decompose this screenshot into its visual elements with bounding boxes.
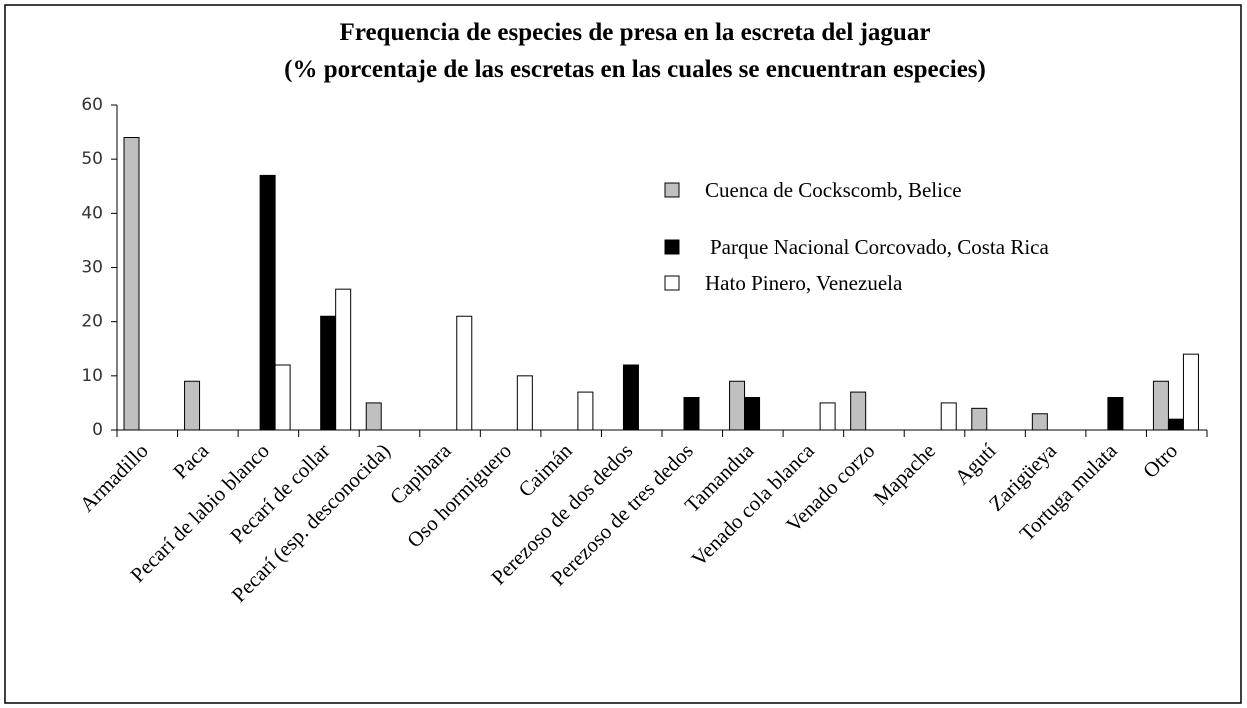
bar: [819, 402, 836, 431]
y-tick-label: 50: [81, 149, 103, 169]
legend-marker: [664, 275, 680, 291]
bar: [744, 397, 761, 431]
bar: [622, 364, 639, 431]
bar: [1152, 380, 1169, 431]
bar: [577, 391, 594, 431]
bar: [1031, 413, 1048, 431]
chart-border: [4, 4, 1242, 704]
bar: [516, 375, 533, 431]
bar: [123, 137, 140, 431]
chart-title: Frequencia de especies de presa en la es…: [340, 19, 931, 46]
bar: [365, 402, 382, 431]
bar: [320, 315, 337, 431]
bar: [1107, 397, 1124, 431]
legend-label: Cuenca de Cockscomb, Belice: [705, 178, 962, 202]
y-tick-label: 0: [92, 420, 103, 440]
bar: [456, 315, 473, 431]
bar: [274, 364, 291, 431]
legend-label: Hato Pinero, Venezuela: [705, 271, 903, 295]
bar: [1182, 353, 1199, 431]
legend-marker: [664, 239, 680, 255]
y-tick-label: 60: [81, 95, 103, 115]
chart-subtitle: (% porcentaje de las escretas en las cua…: [284, 56, 986, 83]
bar: [1167, 418, 1184, 431]
bar: [184, 380, 201, 431]
bar: [940, 402, 957, 431]
y-tick-label: 20: [81, 312, 103, 332]
legend-marker: [664, 182, 680, 198]
bar: [729, 380, 746, 431]
bar: [259, 174, 276, 431]
y-tick-label: 30: [81, 258, 103, 278]
y-tick-label: 40: [81, 203, 103, 223]
bar: [850, 391, 867, 431]
legend-label: Parque Nacional Corcovado, Costa Rica: [710, 235, 1049, 259]
bar: [971, 407, 988, 431]
bar: [683, 397, 700, 431]
bar: [335, 288, 352, 431]
y-tick-label: 10: [81, 366, 103, 386]
